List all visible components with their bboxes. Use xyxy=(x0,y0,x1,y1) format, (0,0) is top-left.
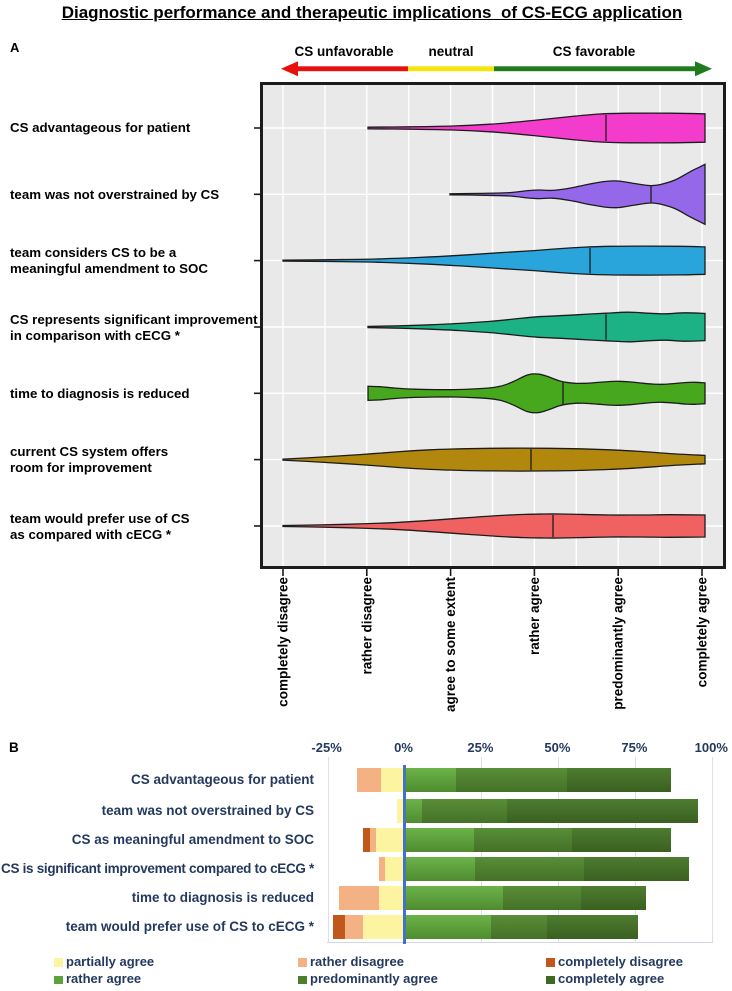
svg-text:predominantly agree: predominantly agree xyxy=(611,577,626,710)
svg-text:rather disagree: rather disagree xyxy=(359,577,374,675)
svg-text:rather agree: rather agree xyxy=(527,577,542,656)
svg-text:completely agree: completely agree xyxy=(695,577,710,688)
svg-text:completely disagree: completely disagree xyxy=(276,577,291,707)
svg-text:agree to some extent: agree to some extent xyxy=(443,576,458,712)
